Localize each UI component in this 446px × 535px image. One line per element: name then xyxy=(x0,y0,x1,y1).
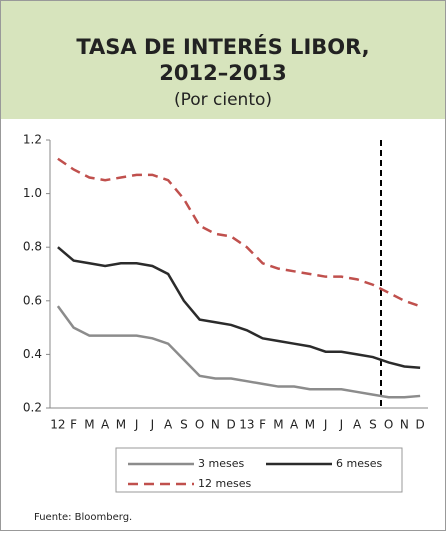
chart-title: 2012–2013 xyxy=(159,61,286,85)
x-tick-label: S xyxy=(180,418,188,432)
x-tick-label: F xyxy=(70,418,77,432)
x-tick-label: J xyxy=(134,418,139,432)
x-tick-label: 12 xyxy=(50,418,65,432)
x-tick-label: N xyxy=(211,418,220,432)
legend-label: 3 meses xyxy=(198,457,244,470)
legend-label: 12 meses xyxy=(198,477,251,490)
line-series xyxy=(57,157,421,308)
x-tick-label: D xyxy=(227,418,236,432)
x-tick-label: F xyxy=(259,418,266,432)
line-series xyxy=(56,305,421,399)
legend-label: 6 meses xyxy=(336,457,382,470)
y-tick-label: 1.0 xyxy=(23,186,42,200)
x-tick-label: N xyxy=(400,418,409,432)
x-tick-label: A xyxy=(353,418,362,432)
chart-title: TASA DE INTERÉS LIBOR, xyxy=(76,34,369,59)
x-tick-label: A xyxy=(164,418,173,432)
x-tick-label: O xyxy=(195,418,204,432)
x-tick-label: J xyxy=(339,418,344,432)
x-tick-label: D xyxy=(416,418,425,432)
x-tick-label: M xyxy=(273,418,283,432)
x-tick-label: S xyxy=(369,418,377,432)
y-tick-label: 0.8 xyxy=(23,240,42,254)
x-tick-label: M xyxy=(116,418,126,432)
x-tick-label: J xyxy=(150,418,155,432)
x-tick-label: J xyxy=(323,418,328,432)
x-tick-label: 13 xyxy=(239,418,254,432)
y-tick-label: 0.4 xyxy=(23,347,42,361)
x-tick-label: M xyxy=(84,418,94,432)
x-tick-label: M xyxy=(305,418,315,432)
source: Fuente: Bloomberg. xyxy=(34,512,132,523)
legend xyxy=(115,447,403,493)
y-tick-label: 0.6 xyxy=(23,293,42,307)
header xyxy=(1,1,445,119)
x-tick-label: A xyxy=(290,418,299,432)
chart-subtitle: (Por ciento) xyxy=(174,90,272,110)
x-tick-label: A xyxy=(101,418,110,432)
line-series xyxy=(57,246,421,370)
x-tick-label: O xyxy=(384,418,393,432)
y-tick-label: 0.2 xyxy=(23,401,42,415)
y-tick-label: 1.2 xyxy=(23,133,42,147)
